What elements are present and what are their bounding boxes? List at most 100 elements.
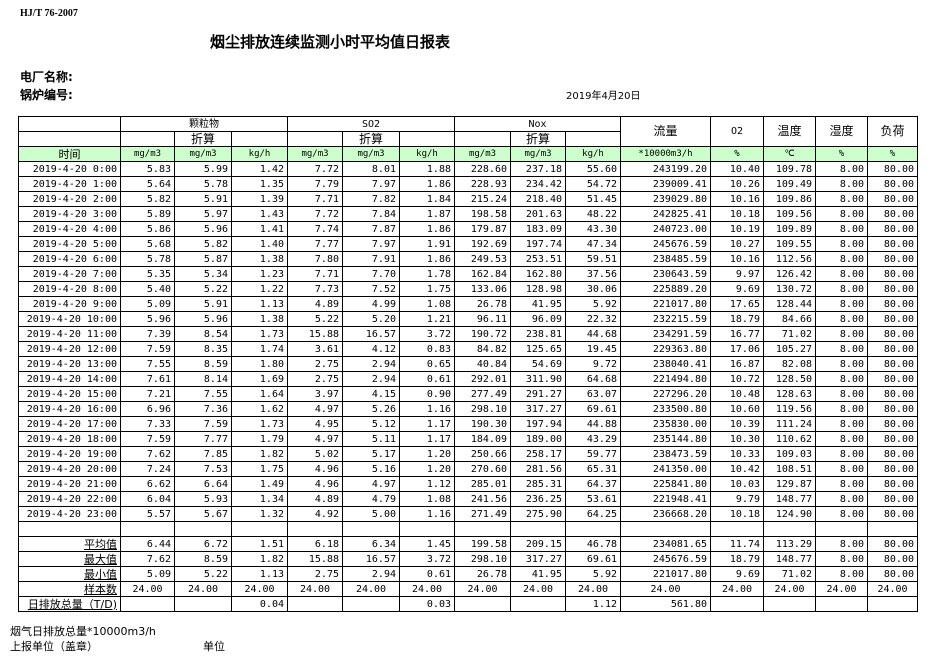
value-cell: 80.00 xyxy=(867,461,918,477)
table-row: 2019-4-20 8:00 5.40 5.22 1.22 7.73 7.52 1.75 13… xyxy=(18,281,918,297)
empty-row xyxy=(18,521,918,537)
value-cell: 1.40 xyxy=(231,236,288,252)
value-cell: 10.42 xyxy=(710,461,764,477)
value-cell: 7.73 xyxy=(287,281,343,297)
table-row: 2019-4-20 21:00 6.62 6.64 1.49 4.96 4.97 1.12 2… xyxy=(18,476,918,492)
value-cell: 17.06 xyxy=(710,341,764,357)
value-cell: 1.73 xyxy=(231,326,288,342)
value-cell: 0.90 xyxy=(399,386,455,402)
value-cell: 64.37 xyxy=(565,476,621,492)
empty-cell xyxy=(815,521,868,537)
table-row: 2019-4-20 7:00 5.35 5.34 1.23 7.71 7.70 1.78 16… xyxy=(18,266,918,282)
standard-code: HJ/T 76-2007 xyxy=(20,8,78,19)
table-row: 2019-4-20 23:00 5.57 5.67 1.32 4.92 5.00 1.16 2… xyxy=(18,506,918,522)
reporting-unit-label: 上报单位（盖章） xyxy=(10,640,98,653)
value-cell xyxy=(174,596,232,612)
value-cell: 1.08 xyxy=(399,296,455,312)
value-cell: 111.24 xyxy=(763,416,816,432)
value-cell: 6.62 xyxy=(120,476,175,492)
value-cell: 230643.59 xyxy=(620,266,711,282)
value-cell: 162.84 xyxy=(454,266,511,282)
empty-cell xyxy=(18,521,121,537)
empty-cell xyxy=(287,521,343,537)
value-cell: 4.95 xyxy=(287,416,343,432)
value-cell: 128.63 xyxy=(763,386,816,402)
value-cell: 184.09 xyxy=(454,431,511,447)
value-cell: 54.72 xyxy=(565,176,621,192)
value-cell: 9.97 xyxy=(710,266,764,282)
table-row: 2019-4-20 3:00 5.89 5.97 1.43 7.72 7.84 1.87 19… xyxy=(18,206,918,222)
value-cell: 5.82 xyxy=(120,191,175,207)
empty-cell xyxy=(620,521,711,537)
unit-cell: mg/m3 xyxy=(342,146,400,162)
value-cell: 8.00 xyxy=(815,326,868,342)
value-cell: 1.82 xyxy=(231,446,288,462)
table-row: 2019-4-20 4:00 5.86 5.96 1.41 7.74 7.87 1.86 17… xyxy=(18,221,918,237)
value-cell: 250.66 xyxy=(454,446,511,462)
value-cell: 41.95 xyxy=(510,566,566,582)
time-cell: 2019-4-20 13:00 xyxy=(18,356,121,372)
value-cell: 234291.59 xyxy=(620,326,711,342)
value-cell: 0.04 xyxy=(231,596,288,612)
value-cell: 7.36 xyxy=(174,401,232,417)
value-cell: 5.57 xyxy=(120,506,175,522)
value-cell: 43.29 xyxy=(565,431,621,447)
value-cell: 10.40 xyxy=(710,161,764,177)
value-cell: 298.10 xyxy=(454,551,511,567)
value-cell: 125.65 xyxy=(510,341,566,357)
value-cell: 119.56 xyxy=(763,401,816,417)
value-cell: 4.99 xyxy=(342,296,400,312)
value-cell: 221017.80 xyxy=(620,296,711,312)
value-cell: 4.97 xyxy=(287,431,343,447)
value-cell: 221494.80 xyxy=(620,371,711,387)
value-cell: 8.00 xyxy=(815,431,868,447)
value-cell: 1.38 xyxy=(231,311,288,327)
value-cell xyxy=(763,596,816,612)
value-cell: 7.21 xyxy=(120,386,175,402)
time-cell: 2019-4-20 15:00 xyxy=(18,386,121,402)
table-row: 2019-4-20 1:00 5.64 5.78 1.35 7.79 7.97 1.86 22… xyxy=(18,176,918,192)
value-cell: 1.86 xyxy=(399,221,455,237)
value-cell: 80.00 xyxy=(867,476,918,492)
value-cell: 10.27 xyxy=(710,236,764,252)
value-cell xyxy=(342,596,400,612)
value-cell: 9.69 xyxy=(710,281,764,297)
value-cell: 190.30 xyxy=(454,416,511,432)
value-cell: 133.06 xyxy=(454,281,511,297)
value-cell: 5.22 xyxy=(287,311,343,327)
value-cell: 5.82 xyxy=(174,236,232,252)
value-cell xyxy=(120,596,175,612)
value-cell: 8.00 xyxy=(815,446,868,462)
value-cell: 8.00 xyxy=(815,551,868,567)
value-cell: 1.86 xyxy=(399,251,455,267)
header-row-converted: 折算 折算 折算 xyxy=(18,131,918,147)
value-cell: 80.00 xyxy=(867,311,918,327)
value-cell: 317.27 xyxy=(510,551,566,567)
value-cell: 5.26 xyxy=(342,401,400,417)
value-cell: 1.82 xyxy=(231,551,288,567)
time-cell: 2019-4-20 21:00 xyxy=(18,476,121,492)
value-cell: 1.88 xyxy=(399,161,455,177)
value-cell: 2.94 xyxy=(342,566,400,582)
time-cell: 2019-4-20 0:00 xyxy=(18,161,121,177)
value-cell: 239009.41 xyxy=(620,176,711,192)
value-cell: 24.00 xyxy=(231,581,288,597)
value-cell: 109.03 xyxy=(763,446,816,462)
value-cell: 41.95 xyxy=(510,296,566,312)
report-title: 烟尘排放连续监测小时平均值日报表 xyxy=(210,33,451,51)
value-cell: 80.00 xyxy=(867,536,918,552)
value-cell: 109.78 xyxy=(763,161,816,177)
value-cell: 1.45 xyxy=(399,536,455,552)
value-cell: 10.16 xyxy=(710,251,764,267)
value-cell xyxy=(454,596,511,612)
value-cell: 7.77 xyxy=(174,431,232,447)
group-header-nox: Nox xyxy=(454,116,621,132)
value-cell: 7.97 xyxy=(342,176,400,192)
empty-cell xyxy=(342,521,400,537)
value-cell: 10.18 xyxy=(710,506,764,522)
value-cell: 0.61 xyxy=(399,566,455,582)
value-cell: 8.00 xyxy=(815,416,868,432)
value-cell: 1.69 xyxy=(231,371,288,387)
summary-label: 样本数 xyxy=(18,581,121,597)
value-cell xyxy=(510,596,566,612)
